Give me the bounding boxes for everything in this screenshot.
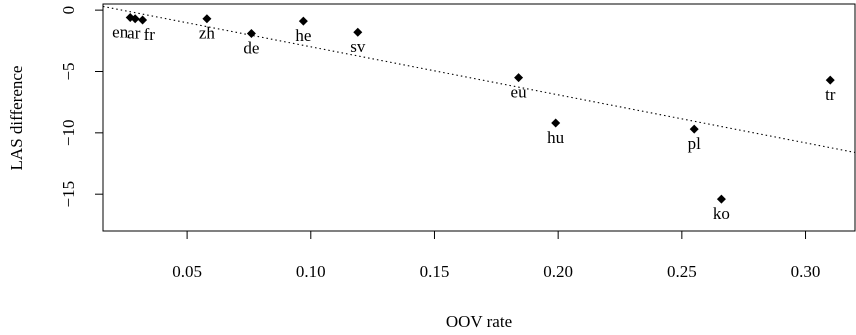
data-point-sv (353, 27, 363, 37)
point-label-pl: pl (688, 134, 702, 153)
data-point-eu (514, 73, 524, 83)
data-point-hu (551, 118, 561, 128)
x-tick-label: 0.10 (296, 262, 326, 281)
point-label-eu: eu (511, 83, 528, 102)
trend-line (102, 5, 856, 154)
data-point-tr (825, 75, 835, 85)
point-label-zh: zh (199, 24, 216, 43)
point-label-sv: sv (350, 37, 366, 56)
point-label-ar: ar (127, 24, 141, 43)
trend-line-group (102, 5, 856, 154)
point-label-hu: hu (547, 128, 565, 147)
y-tick-label: −15 (59, 181, 78, 208)
data-point-zh (202, 14, 212, 24)
point-label-he: he (295, 26, 311, 45)
y-axis: 0 −5 −10 −15 (59, 6, 103, 208)
data-point-fr (138, 15, 148, 25)
plot-frame (102, 3, 856, 232)
point-label-tr: tr (825, 85, 836, 104)
point-label-fr: fr (144, 25, 156, 44)
point-label-en: en (112, 22, 129, 41)
data-point-ko (716, 194, 726, 204)
y-tick-label: −10 (59, 120, 78, 147)
data-point-he (298, 16, 308, 26)
y-tick-label: −5 (59, 62, 78, 80)
x-tick-label: 0.15 (420, 262, 450, 281)
x-tick-label: 0.30 (791, 262, 821, 281)
point-label-de: de (243, 38, 259, 57)
x-tick-label: 0.05 (172, 262, 202, 281)
data-point-ar (130, 14, 140, 24)
x-tick-label: 0.20 (543, 262, 573, 281)
data-point-pl (689, 124, 699, 134)
y-tick-label: 0 (59, 6, 78, 15)
x-axis: 0.05 0.10 0.15 0.20 0.25 0.30 (172, 231, 820, 281)
data-point-de (246, 28, 256, 38)
point-label-ko: ko (713, 204, 730, 223)
y-axis-title: LAS difference (7, 66, 26, 171)
x-axis-title: OOV rate (446, 312, 512, 331)
x-tick-label: 0.25 (667, 262, 697, 281)
